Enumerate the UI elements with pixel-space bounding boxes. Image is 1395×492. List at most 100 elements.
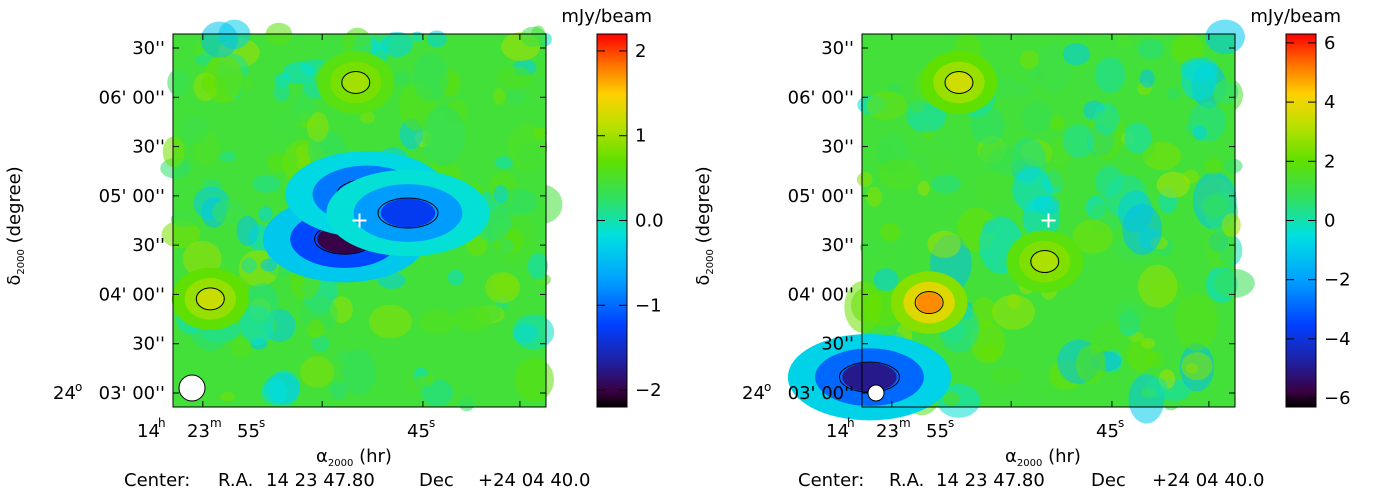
noise-blob	[493, 87, 506, 105]
noise-blob	[274, 72, 291, 88]
right-heatmap	[787, 19, 1255, 424]
noise-blob	[306, 112, 329, 143]
left-panel: 30'' 06' 00'' 30'' 05' 00'' 30'' 04' 00'' 30''…	[53, 6, 664, 442]
right-x-axis-title: α2000 (hr)	[1005, 446, 1081, 469]
x-minute-unit: m	[899, 416, 911, 430]
noise-blob	[161, 220, 201, 249]
colorbar-tick-label: −2	[635, 380, 662, 401]
noise-blob	[1174, 293, 1218, 351]
left-heatmap	[160, 19, 563, 412]
noise-blob	[329, 381, 348, 400]
x-second-unit: s	[948, 416, 954, 430]
x-minute-unit: m	[210, 416, 222, 430]
footer-dec-label: Dec	[419, 470, 454, 491]
noise-blob	[866, 186, 882, 207]
x-hour-unit: h	[847, 416, 855, 430]
y-tick-label: 05' 00''	[788, 186, 854, 207]
y-degree-symbol: o	[75, 380, 82, 394]
y-tick-label: 05' 00''	[99, 186, 165, 207]
positive-blob	[342, 72, 369, 93]
noise-blob	[856, 172, 873, 187]
noise-blob	[381, 31, 413, 58]
noise-blob	[877, 158, 922, 190]
noise-blob	[844, 281, 882, 333]
colorbar-tick-label: 2	[635, 41, 646, 62]
y-tick-label: 30''	[821, 235, 854, 256]
noise-blob	[1012, 167, 1053, 213]
noise-blob	[1122, 203, 1163, 255]
noise-blob	[485, 272, 521, 304]
noise-blob	[1213, 78, 1244, 112]
x-second-unit: s	[1118, 416, 1124, 430]
noise-blob	[1205, 226, 1237, 269]
y-tick-label: 30''	[821, 38, 854, 59]
colorbar-tick-label: 4	[1324, 92, 1335, 113]
noise-blob	[421, 379, 454, 407]
right-colorbar: mJy/beam 6 4 2 0 −2 −4 −6	[1250, 6, 1350, 409]
left-plot-frame	[172, 33, 547, 408]
noise-blob	[1095, 56, 1126, 93]
noise-blob	[532, 127, 547, 139]
colorbar-tick-label: 2	[1324, 151, 1335, 172]
noise-blob	[979, 139, 1014, 170]
colorbar-tick-label: 1	[635, 126, 646, 147]
noise-blob	[1223, 158, 1243, 174]
right-plot-frame	[861, 33, 1236, 408]
contour-line	[944, 70, 974, 94]
noise-blob	[1163, 399, 1179, 411]
noise-blob	[1139, 69, 1155, 88]
contour-line	[914, 291, 944, 315]
noise-blob	[241, 257, 257, 273]
noise-blob	[1048, 115, 1065, 131]
left-colorbar: mJy/beam 2 1 0.0 −1 −2	[561, 6, 664, 408]
y-degree-symbol: o	[764, 380, 771, 394]
left-x-tick-labels: 14h 23 m 55 s 45 s	[137, 34, 521, 442]
noise-blob	[975, 172, 1011, 207]
noise-blob	[1035, 43, 1072, 93]
noise-blob	[1156, 171, 1191, 199]
footer-ra-label: R.A.	[889, 470, 924, 491]
footer-ra-label: R.A.	[218, 470, 253, 491]
y-tick-label: 06' 00''	[788, 87, 854, 108]
noise-blob	[220, 151, 236, 163]
noise-blob	[194, 53, 213, 66]
colorbar-tick-label: −1	[635, 295, 662, 316]
y-degree-label: 24	[53, 383, 76, 404]
noise-blob	[873, 268, 899, 291]
noise-blob	[416, 375, 435, 387]
left-center-footer: Center: R.A. 14 23 47.80 Dec +24 04 40.0	[124, 470, 590, 491]
noise-blob	[1062, 124, 1095, 159]
noise-blob	[927, 230, 961, 258]
contour-line	[341, 70, 371, 94]
noise-blob	[1114, 299, 1145, 330]
noise-blob	[236, 215, 259, 246]
colorbar-tick-label: 6	[1324, 33, 1335, 54]
noise-blob	[514, 357, 554, 402]
noise-blob	[940, 133, 955, 152]
colorbar-tick-label: −4	[1324, 329, 1351, 350]
negative-blob	[842, 362, 897, 392]
noise-blob	[212, 199, 246, 225]
noise-blob	[405, 374, 421, 394]
right-panel: 30'' 06' 00'' 30'' 05' 00'' 30'' 04' 00'' 30''…	[742, 6, 1351, 442]
y-tick-label: 30''	[132, 235, 165, 256]
noise-blob	[1221, 213, 1241, 237]
footer-dec-value: +24 04 40.0	[478, 470, 590, 491]
noise-blob	[990, 76, 1022, 98]
x-second-label: 55	[237, 421, 260, 442]
noise-blob	[1137, 264, 1178, 308]
noise-blob	[887, 83, 903, 94]
noise-blob	[1137, 38, 1165, 60]
x-hour-unit: h	[158, 416, 166, 430]
right-y-axis-title: δ2000 (degree)	[693, 166, 716, 285]
contour-line	[1030, 250, 1060, 274]
noise-blob	[213, 72, 252, 96]
noise-blob	[1180, 57, 1219, 82]
beam-circle	[178, 374, 206, 402]
noise-blob	[931, 174, 962, 194]
noise-blob	[498, 188, 538, 216]
noise-blob	[426, 30, 447, 48]
x-minute-label: 23	[876, 421, 899, 442]
noise-blob	[527, 252, 548, 280]
noise-blob	[300, 356, 335, 388]
